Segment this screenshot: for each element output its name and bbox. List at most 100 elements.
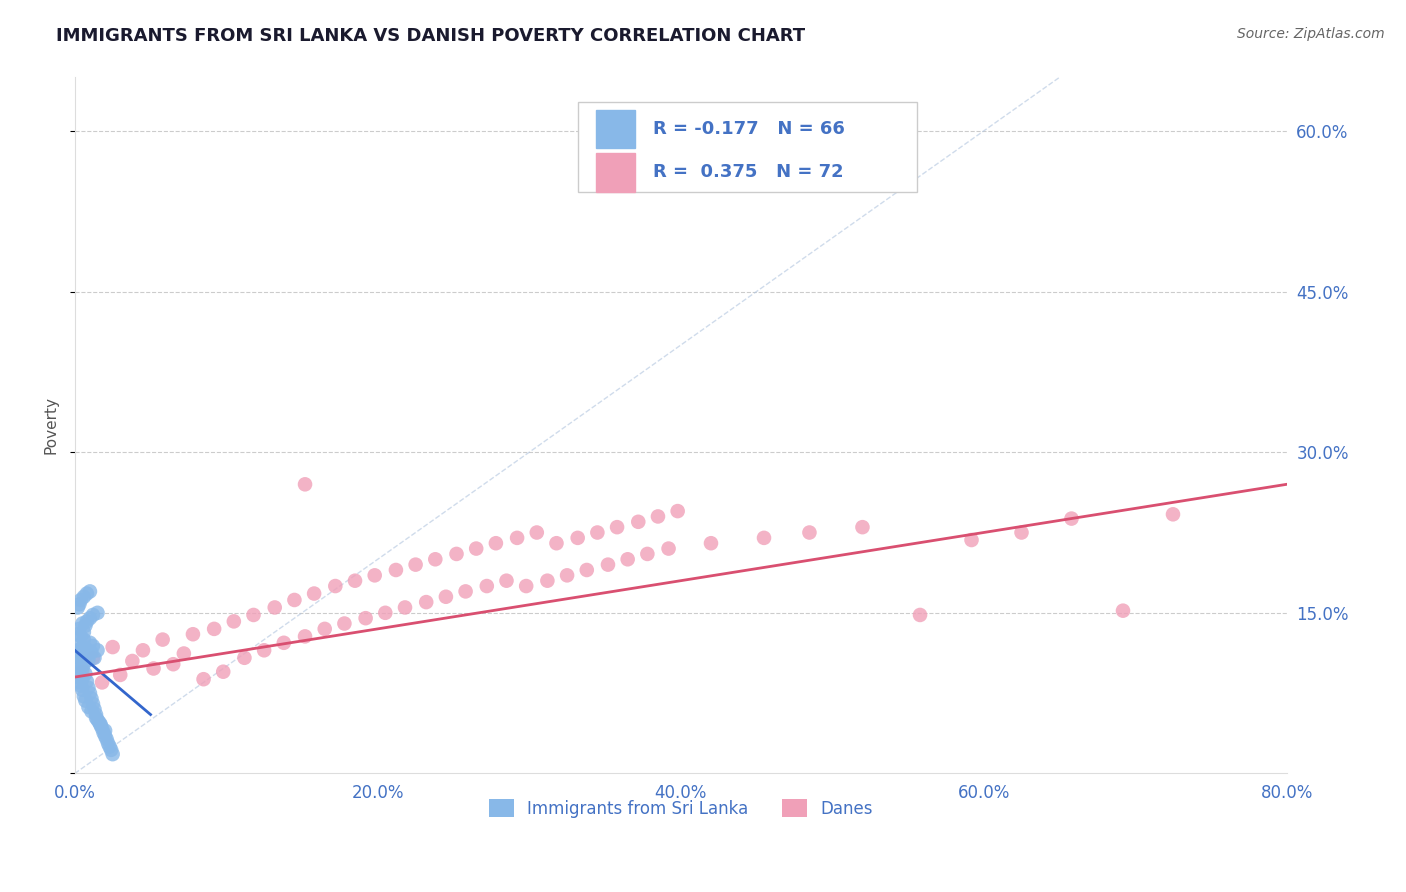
Point <box>76 615 98 629</box>
Point <box>752 531 775 545</box>
Point <box>960 533 983 547</box>
Point <box>82 607 104 622</box>
Point <box>485 536 508 550</box>
Point <box>80 645 103 659</box>
Point <box>193 672 215 686</box>
Point <box>79 636 101 650</box>
Point <box>70 629 93 643</box>
Y-axis label: Poverty: Poverty <box>44 396 58 454</box>
Point <box>75 666 97 681</box>
Point <box>93 725 115 739</box>
Point <box>454 584 477 599</box>
Point <box>647 509 669 524</box>
Point <box>446 547 468 561</box>
Point <box>75 618 97 632</box>
Point <box>94 729 117 743</box>
Point <box>66 627 89 641</box>
Point <box>700 536 723 550</box>
Point <box>80 704 103 718</box>
Point <box>333 616 356 631</box>
Point <box>405 558 427 572</box>
Point <box>546 536 568 550</box>
Bar <box>596 153 634 192</box>
Point <box>86 713 108 727</box>
Point <box>80 691 103 706</box>
Point <box>142 661 165 675</box>
Point <box>79 686 101 700</box>
Point <box>101 640 124 654</box>
Point <box>425 552 447 566</box>
Point <box>97 736 120 750</box>
Point <box>475 579 498 593</box>
Point <box>86 643 108 657</box>
Point <box>83 650 105 665</box>
Point <box>567 531 589 545</box>
Point <box>253 643 276 657</box>
Point <box>82 697 104 711</box>
Point <box>434 590 457 604</box>
Point <box>536 574 558 588</box>
Point <box>465 541 488 556</box>
Point <box>75 693 97 707</box>
Text: Source: ZipAtlas.com: Source: ZipAtlas.com <box>1237 27 1385 41</box>
Point <box>314 622 336 636</box>
Point <box>86 606 108 620</box>
Point <box>273 636 295 650</box>
Point <box>658 541 681 556</box>
Point <box>526 525 548 540</box>
Point <box>1112 604 1135 618</box>
Point <box>586 525 609 540</box>
Bar <box>596 110 634 148</box>
Text: R =  0.375   N = 72: R = 0.375 N = 72 <box>652 163 844 181</box>
Point <box>1060 511 1083 525</box>
Point <box>72 665 94 679</box>
Point <box>202 622 225 636</box>
Point <box>344 574 367 588</box>
Point <box>596 558 619 572</box>
Point <box>1336 199 1358 213</box>
Point <box>77 653 100 667</box>
Point <box>91 722 114 736</box>
Point <box>73 625 96 640</box>
Point <box>75 648 97 663</box>
Point <box>79 611 101 625</box>
Point <box>67 638 90 652</box>
Point <box>83 702 105 716</box>
Point <box>67 675 90 690</box>
Point <box>385 563 408 577</box>
Point <box>555 568 578 582</box>
Point <box>82 639 104 653</box>
Point <box>908 607 931 622</box>
Point <box>616 552 638 566</box>
Point <box>72 616 94 631</box>
Point <box>84 707 107 722</box>
Point <box>84 711 107 725</box>
Point <box>1161 508 1184 522</box>
Point <box>121 654 143 668</box>
Point <box>66 600 89 615</box>
Point <box>294 629 316 643</box>
Point <box>87 714 110 729</box>
Point <box>72 672 94 686</box>
Point <box>96 732 118 747</box>
Point <box>110 668 132 682</box>
Point <box>67 622 90 636</box>
Point <box>76 586 98 600</box>
Point <box>77 700 100 714</box>
Point <box>66 643 89 657</box>
Point <box>294 477 316 491</box>
Point <box>606 520 628 534</box>
Text: R = -0.177   N = 66: R = -0.177 N = 66 <box>652 120 845 138</box>
Point <box>242 607 264 622</box>
Point <box>263 600 285 615</box>
Point <box>506 531 529 545</box>
Point <box>67 597 90 611</box>
Point <box>394 600 416 615</box>
Point <box>101 747 124 761</box>
FancyBboxPatch shape <box>578 102 917 193</box>
Point <box>90 717 112 731</box>
Point <box>415 595 437 609</box>
Point <box>323 579 346 593</box>
Point <box>100 743 122 757</box>
Point <box>354 611 377 625</box>
